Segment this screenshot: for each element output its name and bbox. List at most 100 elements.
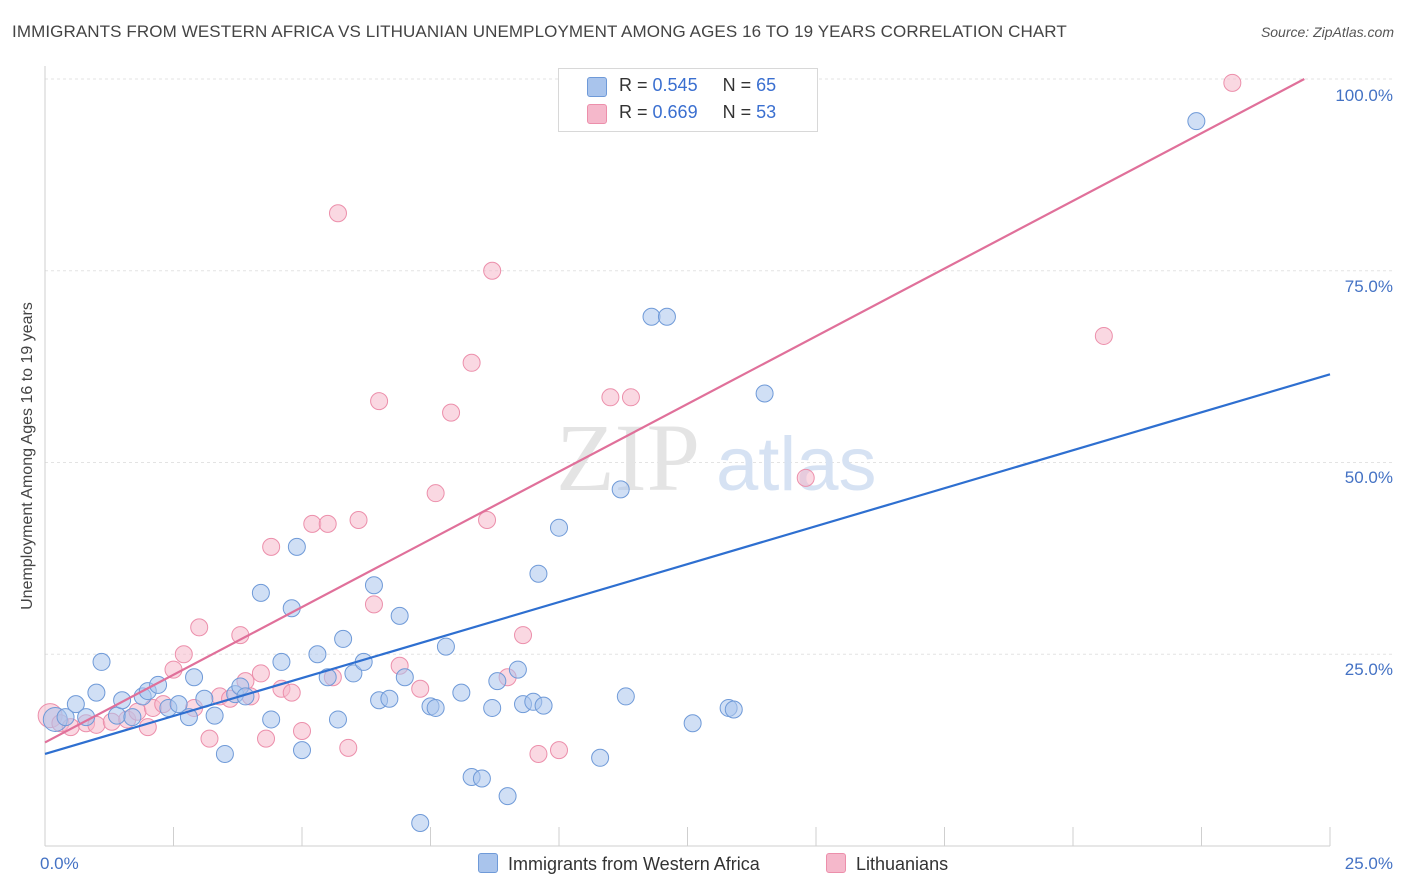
axes bbox=[44, 66, 1331, 847]
data-point-western-africa bbox=[344, 664, 363, 683]
legend-swatch-blue bbox=[587, 77, 607, 97]
y-axis-label: Unemployment Among Ages 16 to 19 years bbox=[19, 302, 36, 610]
data-point-western-africa bbox=[113, 691, 132, 710]
data-point-western-africa bbox=[215, 744, 234, 763]
data-point-lithuanians bbox=[462, 353, 481, 372]
trend-line-lithuanians bbox=[44, 78, 1305, 744]
data-point-western-africa bbox=[169, 695, 188, 714]
data-point-western-africa bbox=[185, 668, 204, 687]
data-point-lithuanians bbox=[190, 618, 209, 637]
trend-line-western-africa bbox=[44, 373, 1331, 756]
data-point-western-africa bbox=[483, 698, 502, 717]
source-label: Source: ZipAtlas.com bbox=[1260, 24, 1394, 40]
data-point-western-africa bbox=[364, 576, 383, 595]
r-value: 0.545 bbox=[652, 75, 698, 95]
n-label: N = bbox=[722, 75, 752, 95]
data-point-western-africa bbox=[426, 698, 445, 717]
data-point-lithuanians bbox=[303, 514, 322, 533]
r-label: R = bbox=[619, 102, 648, 122]
data-point-lithuanians bbox=[621, 388, 640, 407]
trend-lines bbox=[44, 78, 1331, 756]
chart-title: IMMIGRANTS FROM WESTERN AFRICA VS LITHUA… bbox=[12, 22, 1067, 41]
data-point-western-africa bbox=[334, 629, 353, 648]
data-point-western-africa bbox=[56, 708, 75, 727]
data-point-lithuanians bbox=[426, 484, 445, 503]
data-point-lithuanians bbox=[483, 261, 502, 280]
data-point-western-africa bbox=[272, 652, 291, 671]
y-tick-label: 75.0% bbox=[1344, 277, 1393, 296]
data-point-lithuanians bbox=[349, 511, 368, 530]
r-label: R = bbox=[619, 75, 648, 95]
n-label: N = bbox=[722, 102, 752, 122]
data-point-western-africa bbox=[107, 706, 126, 725]
n-value: 65 bbox=[756, 75, 777, 95]
data-point-western-africa bbox=[591, 748, 610, 767]
legend-swatch-pink bbox=[587, 104, 607, 124]
data-point-western-africa bbox=[657, 307, 676, 326]
correlation-legend: R = 0.545 N = 65 R = 0.669 N = 53 bbox=[558, 68, 818, 132]
watermark-atlas: atlas bbox=[716, 422, 877, 507]
data-point-western-africa bbox=[318, 668, 337, 687]
watermark-zip: ZIP bbox=[556, 404, 700, 511]
data-point-western-africa bbox=[380, 689, 399, 708]
data-point-western-africa bbox=[498, 787, 517, 806]
data-point-lithuanians bbox=[200, 729, 219, 748]
data-point-lithuanians bbox=[442, 403, 461, 422]
data-point-western-africa bbox=[395, 668, 414, 687]
data-point-lithuanians bbox=[411, 679, 430, 698]
bottom-legend-lithuanians: Lithuanians bbox=[826, 853, 948, 875]
data-point-lithuanians bbox=[293, 721, 311, 740]
bottom-legend-label: Lithuanians bbox=[856, 854, 949, 874]
n-value: 53 bbox=[756, 102, 777, 122]
x-tick-label: 25.0% bbox=[1344, 854, 1393, 873]
y-tick-label: 50.0% bbox=[1344, 468, 1393, 487]
watermark: ZIP atlas bbox=[556, 404, 877, 511]
data-point-lithuanians bbox=[339, 738, 358, 757]
data-point-lithuanians bbox=[231, 626, 250, 645]
data-point-western-africa bbox=[411, 813, 430, 832]
data-point-western-africa bbox=[436, 637, 455, 656]
data-point-western-africa bbox=[66, 695, 85, 714]
data-point-western-africa bbox=[534, 696, 553, 715]
data-point-western-africa bbox=[724, 700, 743, 719]
data-point-lithuanians bbox=[364, 595, 383, 614]
data-point-western-africa bbox=[287, 537, 306, 556]
data-point-lithuanians bbox=[796, 468, 815, 487]
data-point-western-africa bbox=[205, 706, 224, 725]
bottom-legend-swatch-blue bbox=[478, 853, 498, 873]
data-point-lithuanians bbox=[282, 683, 301, 702]
data-point-western-africa bbox=[123, 708, 142, 727]
data-point-western-africa bbox=[550, 518, 568, 537]
data-point-western-africa bbox=[1187, 112, 1206, 131]
data-point-western-africa bbox=[87, 683, 106, 702]
data-point-western-africa bbox=[508, 660, 527, 679]
r-value: 0.669 bbox=[652, 102, 698, 122]
data-point-western-africa bbox=[308, 645, 327, 664]
data-point-western-africa bbox=[452, 683, 471, 702]
data-point-western-africa bbox=[92, 652, 111, 671]
data-point-lithuanians bbox=[251, 664, 270, 683]
data-point-lithuanians bbox=[529, 744, 548, 763]
data-point-western-africa bbox=[390, 606, 409, 625]
data-point-lithuanians bbox=[478, 511, 497, 530]
data-point-western-africa bbox=[262, 710, 281, 729]
x-tick-label: 0.0% bbox=[40, 854, 79, 873]
bottom-legend-label: Immigrants from Western Africa bbox=[508, 854, 760, 874]
data-point-western-africa bbox=[488, 672, 507, 691]
y-tick-label: 100.0% bbox=[1335, 86, 1393, 105]
data-point-lithuanians bbox=[262, 537, 281, 556]
data-point-lithuanians bbox=[174, 645, 193, 664]
data-point-western-africa bbox=[251, 583, 270, 602]
data-point-western-africa bbox=[683, 714, 702, 733]
bottom-legend-swatch-pink bbox=[826, 853, 846, 873]
gridlines bbox=[45, 78, 1393, 655]
bottom-legend-western-africa: Immigrants from Western Africa bbox=[478, 853, 760, 875]
data-point-lithuanians bbox=[370, 392, 389, 411]
data-point-lithuanians bbox=[1223, 73, 1242, 92]
data-point-western-africa bbox=[472, 769, 491, 788]
data-point-lithuanians bbox=[601, 388, 620, 407]
data-point-lithuanians bbox=[1094, 326, 1113, 345]
data-point-western-africa bbox=[642, 307, 661, 326]
data-point-western-africa bbox=[529, 564, 548, 583]
